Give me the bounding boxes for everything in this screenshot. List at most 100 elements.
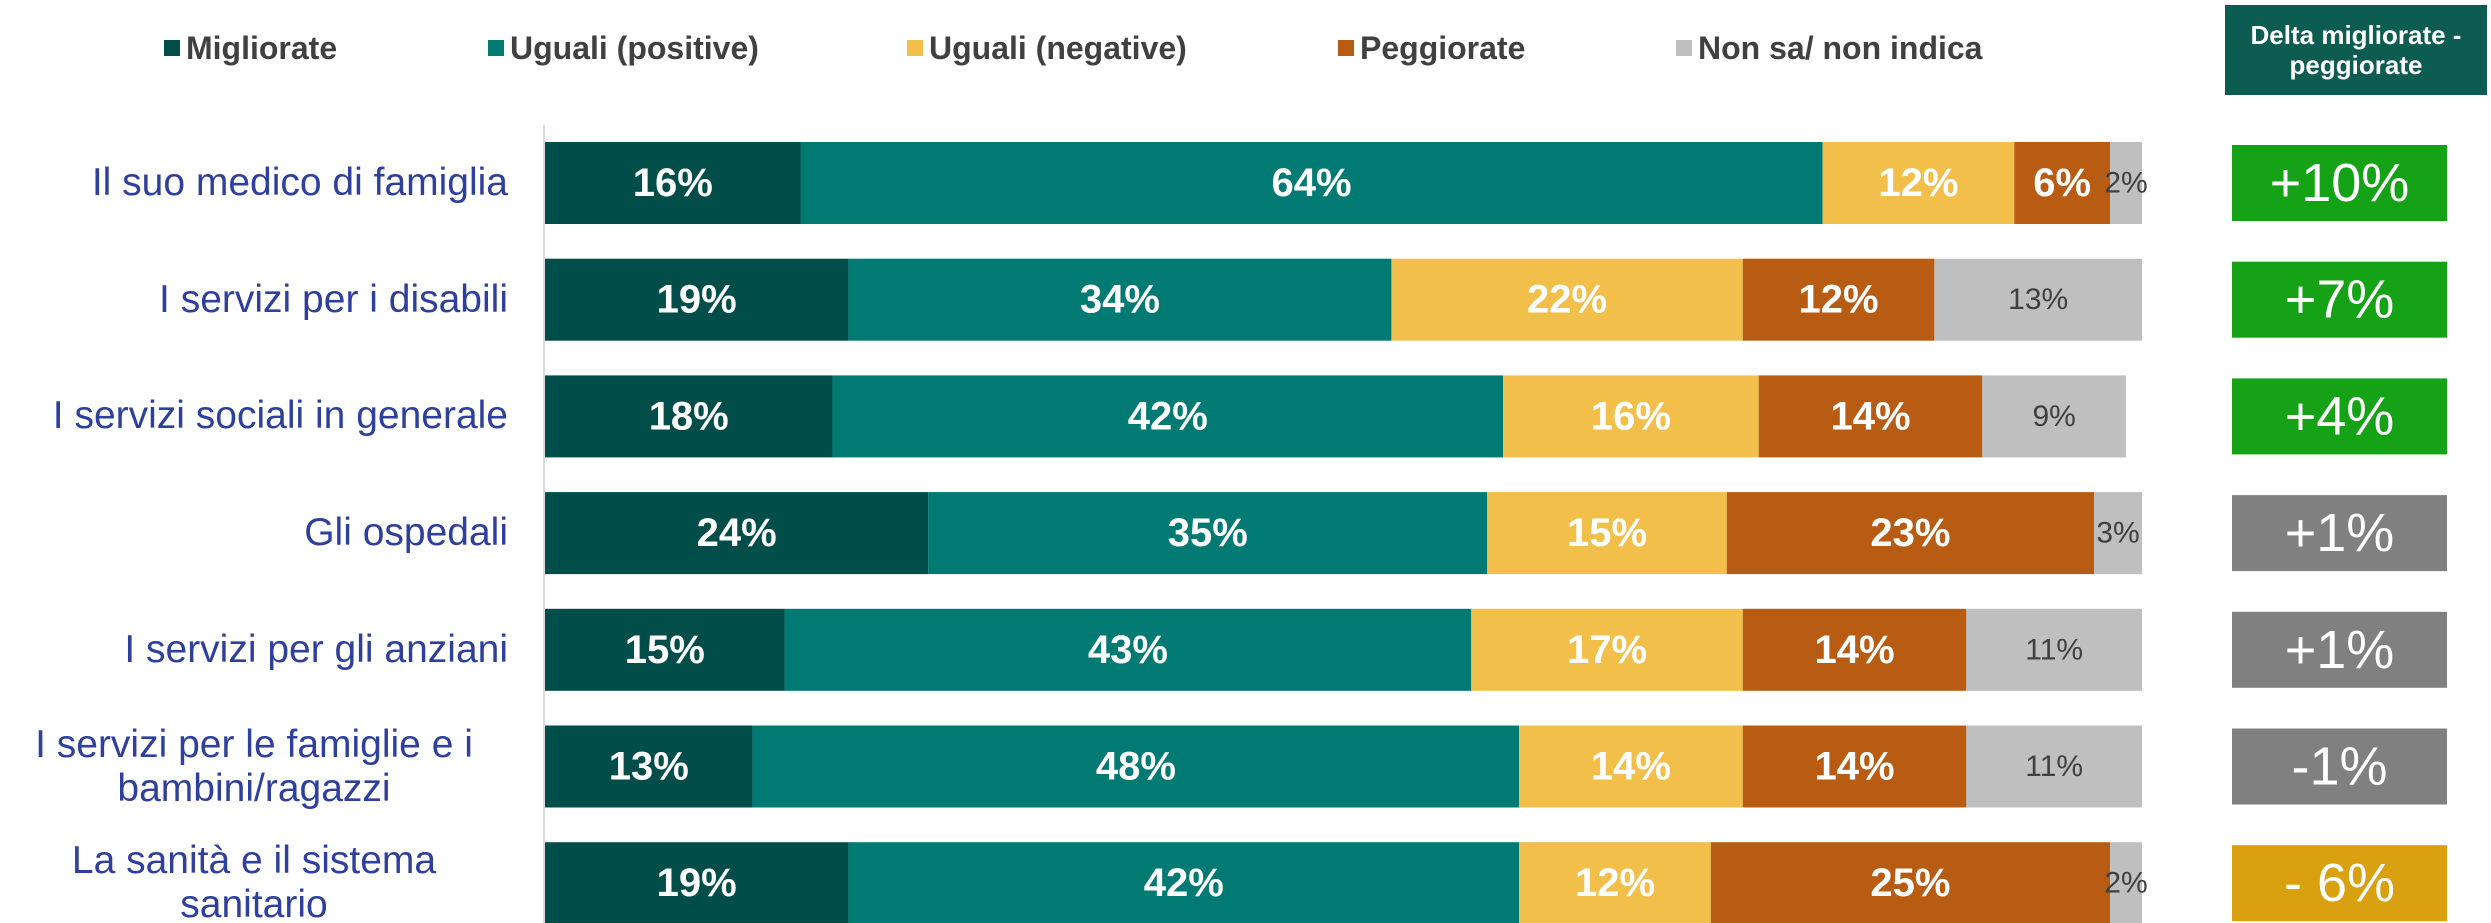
data-label: 2% <box>2104 167 2147 200</box>
bar-segment <box>1966 725 2142 808</box>
delta-label: -1% <box>2291 737 2387 797</box>
delta-label: - 6% <box>2284 853 2395 913</box>
data-label: 14% <box>1830 394 1910 438</box>
bar-segment <box>752 725 1520 808</box>
data-label: 14% <box>1815 745 1895 789</box>
data-label: 24% <box>697 511 777 555</box>
category-label-box: Gli ospedali <box>0 478 508 588</box>
data-label: 11% <box>2025 633 2083 666</box>
data-label: 13% <box>2008 283 2068 316</box>
bar-segment <box>2110 842 2142 923</box>
bar-segment <box>1519 842 1711 923</box>
bar-segment <box>1471 608 1743 691</box>
delta-box <box>2232 378 2447 455</box>
delta-label: +10% <box>2270 153 2410 213</box>
data-label: 3% <box>2096 517 2139 550</box>
bar-segment <box>1758 375 1983 458</box>
data-label: 35% <box>1168 511 1248 555</box>
data-label: 64% <box>1272 161 1352 205</box>
category-label: Gli ospedali <box>304 511 508 555</box>
legend-swatch <box>164 40 180 56</box>
bar-segment <box>1742 725 1967 808</box>
bar-segment <box>1742 258 1935 341</box>
data-label: 19% <box>657 861 737 905</box>
bar-segment <box>545 725 753 808</box>
bar-segment <box>1982 375 2127 458</box>
data-label: 13% <box>609 745 689 789</box>
legend-swatch <box>1676 40 1692 56</box>
category-label-box: I servizi sociali in generale <box>0 361 508 471</box>
data-label: 12% <box>1799 278 1879 322</box>
category-label-box: Il suo medico di famiglia <box>0 128 508 238</box>
data-label: 18% <box>649 394 729 438</box>
data-label: 12% <box>1575 861 1655 905</box>
data-label: 14% <box>1591 745 1671 789</box>
bar-segment <box>800 142 1823 224</box>
bar-segment <box>545 492 929 575</box>
legend-swatch <box>488 40 504 56</box>
data-label: 15% <box>1567 511 1647 555</box>
delta-header: Delta migliorate - peggiorate <box>2225 5 2487 95</box>
delta-box <box>2232 145 2447 221</box>
bar-segment <box>545 608 785 691</box>
data-label: 11% <box>2025 750 2083 783</box>
data-label: 16% <box>1591 394 1671 438</box>
data-label: 12% <box>1878 161 1958 205</box>
legend-label: Uguali (negative) <box>929 30 1187 66</box>
data-label: 2% <box>2104 867 2147 900</box>
data-label: 42% <box>1128 394 1208 438</box>
category-label: I servizi per le famiglie e i bambini/ra… <box>35 722 473 810</box>
category-label-box: La sanità e il sistema sanitario <box>0 828 508 923</box>
bar-segment <box>545 258 849 341</box>
data-label: 23% <box>1870 511 1950 555</box>
bar-segment <box>1966 608 2142 691</box>
data-label: 14% <box>1815 628 1895 672</box>
data-label: 34% <box>1080 278 1160 322</box>
legend-label: Non sa/ non indica <box>1698 30 1983 66</box>
bar-segment <box>2094 492 2142 575</box>
data-label: 16% <box>633 161 713 205</box>
bar-segment <box>2110 142 2142 224</box>
bar-segment <box>2014 142 2111 224</box>
data-label: 22% <box>1527 278 1607 322</box>
bar-segment <box>848 258 1392 341</box>
bar-segment <box>545 142 801 224</box>
category-label: Il suo medico di famiglia <box>91 161 508 204</box>
data-label: 17% <box>1567 628 1647 672</box>
category-label: La sanità e il sistema sanitario <box>71 839 437 923</box>
delta-box <box>2232 845 2447 922</box>
legend-swatch <box>907 40 923 56</box>
category-label-box: I servizi per i disabili <box>0 245 508 355</box>
bar-segment <box>1742 608 1967 691</box>
legend-label: Uguali (positive) <box>510 30 759 66</box>
bar-segment <box>1519 725 1743 808</box>
bar-segment <box>545 375 833 458</box>
legend-label: Peggiorate <box>1360 30 1525 66</box>
data-label: 9% <box>2032 400 2075 433</box>
delta-box <box>2232 495 2447 572</box>
bar-segment <box>928 492 1488 575</box>
delta-box <box>2232 261 2447 338</box>
category-label-box: I servizi per gli anziani <box>0 595 508 705</box>
bar-segment <box>1822 142 2015 224</box>
category-label: I servizi per gli anziani <box>124 627 508 671</box>
bar-segment <box>1726 492 2095 575</box>
bar-segment <box>784 608 1472 691</box>
delta-box <box>2232 611 2447 688</box>
delta-label: +1% <box>2285 620 2395 680</box>
data-label: 15% <box>625 628 705 672</box>
delta-box <box>2232 728 2447 805</box>
data-label: 6% <box>2033 161 2091 205</box>
data-label: 19% <box>657 278 737 322</box>
data-label: 42% <box>1144 861 1224 905</box>
delta-label: +1% <box>2285 503 2395 563</box>
category-label: I servizi per i disabili <box>159 277 508 321</box>
bar-segment <box>1503 375 1759 458</box>
bar-segment <box>1710 842 2111 923</box>
bar-segment <box>1934 258 2142 341</box>
bar-segment <box>1487 492 1727 575</box>
bar-segment <box>1391 258 1743 341</box>
bar-segment <box>848 842 1520 923</box>
category-label-box: I servizi per le famiglie e i bambini/ra… <box>0 712 508 822</box>
category-label: I servizi sociali in generale <box>52 394 508 438</box>
